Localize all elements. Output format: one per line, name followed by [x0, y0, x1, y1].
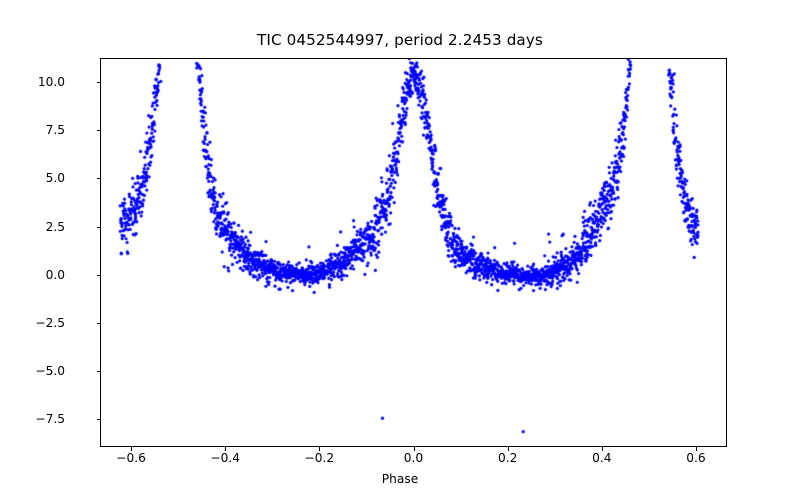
chart-title: TIC 0452544997, period 2.2453 days [257, 31, 543, 49]
x-tick-mark [413, 447, 415, 451]
y-tick-mark [96, 370, 100, 372]
y-tick-label: 7.5 [45, 123, 65, 138]
x-tick-label: −0.6 [116, 451, 146, 465]
x-axis-label: Phase [381, 472, 419, 486]
x-tick-mark [507, 447, 509, 451]
x-tick-label: 0.0 [403, 451, 424, 465]
y-tick-label: 2.5 [45, 219, 65, 234]
x-tick-mark [601, 447, 603, 451]
scatter-data-layer [101, 59, 726, 446]
y-tick-label: 0.0 [45, 267, 65, 282]
x-tick-mark [319, 447, 321, 451]
y-tick-mark [96, 274, 100, 276]
x-tick-label: 0.2 [497, 451, 518, 465]
y-tick-label: −7.5 [35, 412, 65, 427]
y-tick-mark [96, 130, 100, 132]
plot-axes [100, 58, 727, 447]
y-tick-mark [96, 322, 100, 324]
y-tick-label: 10.0 [37, 75, 65, 90]
x-tick-label: −0.2 [304, 451, 335, 465]
x-tick-label: 0.4 [592, 451, 612, 465]
x-tick-mark [225, 447, 227, 451]
y-tick-label: 5.0 [45, 171, 65, 186]
y-tick-mark [96, 178, 100, 180]
y-tick-label: −2.5 [35, 315, 65, 330]
x-tick-mark [695, 447, 697, 451]
y-tick-label: −5.0 [35, 363, 65, 378]
y-tick-mark [96, 419, 100, 421]
x-tick-label: −0.4 [210, 451, 241, 465]
y-tick-mark [96, 226, 100, 228]
x-tick-mark [131, 447, 133, 451]
x-tick-label: 0.6 [686, 451, 706, 465]
y-tick-mark [96, 82, 100, 84]
